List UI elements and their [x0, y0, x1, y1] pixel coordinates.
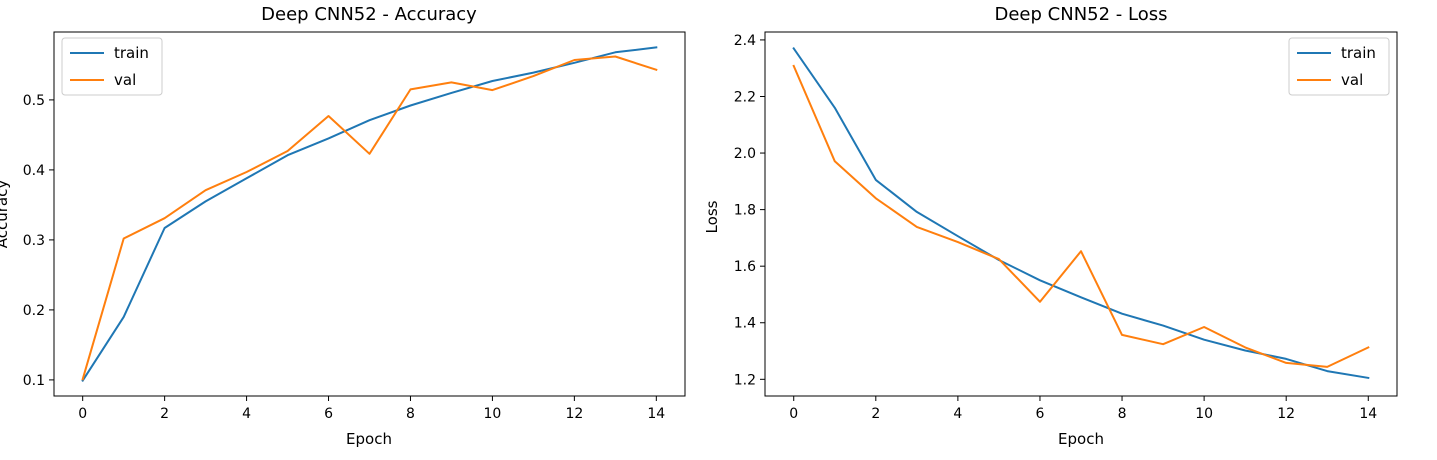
chart-title: Deep CNN52 - Accuracy: [261, 4, 477, 25]
chart-title: Deep CNN52 - Loss: [995, 4, 1168, 25]
legend-label-val: val: [1341, 71, 1363, 89]
y-tick-label: 1.6: [734, 259, 756, 275]
x-tick-label: 12: [1277, 406, 1295, 422]
y-tick-label: 1.2: [734, 372, 756, 388]
x-tick-label: 2: [871, 406, 880, 422]
loss-chart: Deep CNN52 - Loss 0 2 4 6 8 10 12 14 1.2 1.4 1.6 1.…: [703, 4, 1398, 448]
x-tick-label: 0: [789, 406, 798, 422]
x-tick-label: 14: [647, 406, 665, 422]
axis-ticks: 0 2 4 6 8 10 12 14 1.2 1.4 1.6 1.8 2.0 2.2 2.4: [734, 33, 1378, 422]
x-tick-label: 6: [324, 406, 333, 422]
plot-frame: [764, 31, 1398, 397]
x-tick-label: 10: [1195, 406, 1213, 422]
series-line-val: [81, 55, 658, 381]
series-line-train: [792, 47, 1370, 380]
series-line-train: [81, 46, 658, 382]
y-tick-label: 0.3: [23, 233, 45, 249]
y-tick-label: 2.4: [734, 33, 756, 49]
x-tick-label: 6: [1036, 406, 1045, 422]
y-axis-label: Accuracy: [0, 180, 11, 249]
y-tick-label: 1.4: [734, 316, 756, 332]
y-tick-label: 1.8: [734, 203, 756, 219]
x-axis-label: Epoch: [346, 430, 392, 448]
y-tick-label: 2.2: [734, 89, 756, 105]
x-tick-label: 0: [78, 406, 87, 422]
x-tick-label: 12: [565, 406, 583, 422]
series-lines: [81, 46, 658, 382]
x-axis-label: Epoch: [1058, 430, 1104, 448]
y-tick-label: 0.1: [23, 373, 45, 389]
legend-label-val: val: [114, 71, 136, 89]
x-tick-label: 8: [406, 406, 415, 422]
x-tick-label: 4: [242, 406, 251, 422]
x-tick-label: 8: [1118, 406, 1127, 422]
x-tick-label: 4: [953, 406, 962, 422]
plot-frame: [53, 31, 686, 397]
axis-ticks: 0 2 4 6 8 10 12 14 0.1 0.2 0.3 0.4 0.5: [23, 93, 666, 422]
x-tick-label: 2: [160, 406, 169, 422]
series-lines: [792, 47, 1370, 380]
y-tick-label: 0.5: [23, 93, 45, 109]
x-tick-label: 14: [1359, 406, 1377, 422]
legend: train val: [61, 37, 163, 96]
accuracy-chart: Deep CNN52 - Accuracy 0 2 4 6 8 10 12 140.10.20…: [0, 4, 686, 448]
y-axis-label: Loss: [703, 200, 721, 233]
series-line-val: [792, 64, 1370, 368]
x-tick-label: 10: [484, 406, 502, 422]
y-tick-label: 0.4: [23, 163, 45, 179]
y-tick-label: 0.2: [23, 303, 45, 319]
legend-label-train: train: [1341, 44, 1376, 62]
y-tick-label: 2.0: [734, 146, 756, 162]
legend-label-train: train: [114, 44, 149, 62]
legend: train val: [1288, 37, 1390, 96]
